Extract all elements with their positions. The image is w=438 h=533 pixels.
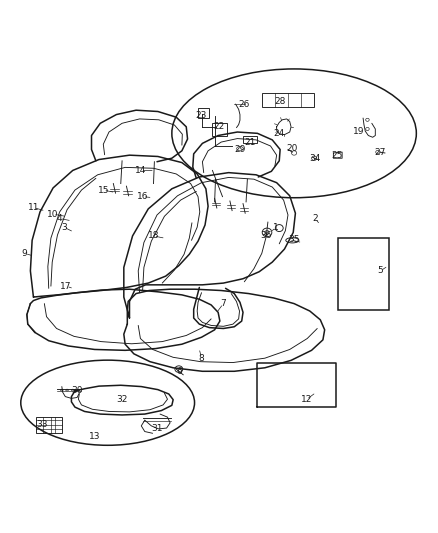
- Bar: [212, 123, 227, 136]
- Text: 14: 14: [135, 166, 146, 175]
- Text: 26: 26: [239, 100, 250, 109]
- Text: 29: 29: [234, 145, 246, 154]
- Text: 18: 18: [148, 231, 159, 240]
- Text: 33: 33: [36, 420, 48, 429]
- Bar: [243, 135, 257, 143]
- Text: 5: 5: [378, 266, 383, 276]
- Text: 28: 28: [275, 97, 286, 106]
- Text: 31: 31: [151, 424, 163, 433]
- Text: 24: 24: [274, 129, 285, 138]
- Text: 8: 8: [199, 354, 205, 362]
- Bar: [36, 417, 62, 433]
- Text: 7: 7: [220, 299, 226, 308]
- Text: 20: 20: [286, 144, 298, 153]
- Text: 16: 16: [137, 192, 148, 201]
- Bar: [262, 93, 314, 107]
- Text: 10: 10: [47, 209, 59, 219]
- Text: 12: 12: [300, 395, 312, 404]
- Text: 25: 25: [331, 151, 343, 160]
- Bar: [198, 108, 209, 118]
- Text: 32: 32: [117, 395, 128, 404]
- Text: 36: 36: [261, 231, 272, 239]
- Text: 34: 34: [309, 154, 321, 163]
- Bar: [338, 238, 389, 310]
- Text: 30: 30: [71, 386, 83, 395]
- Text: 3: 3: [61, 223, 67, 232]
- Text: 13: 13: [89, 432, 100, 441]
- Text: 22: 22: [213, 122, 225, 131]
- Text: 6: 6: [177, 367, 183, 376]
- Text: 9: 9: [22, 249, 28, 258]
- Text: 19: 19: [353, 127, 364, 136]
- Text: 15: 15: [98, 185, 109, 195]
- Text: 21: 21: [245, 138, 256, 147]
- Text: 27: 27: [375, 149, 386, 157]
- Text: 17: 17: [60, 281, 72, 290]
- Text: 4: 4: [57, 214, 63, 223]
- Text: 11: 11: [28, 203, 39, 212]
- Text: 23: 23: [196, 111, 207, 120]
- Text: 35: 35: [288, 235, 300, 244]
- Text: 2: 2: [312, 214, 318, 223]
- Text: 1: 1: [273, 223, 279, 232]
